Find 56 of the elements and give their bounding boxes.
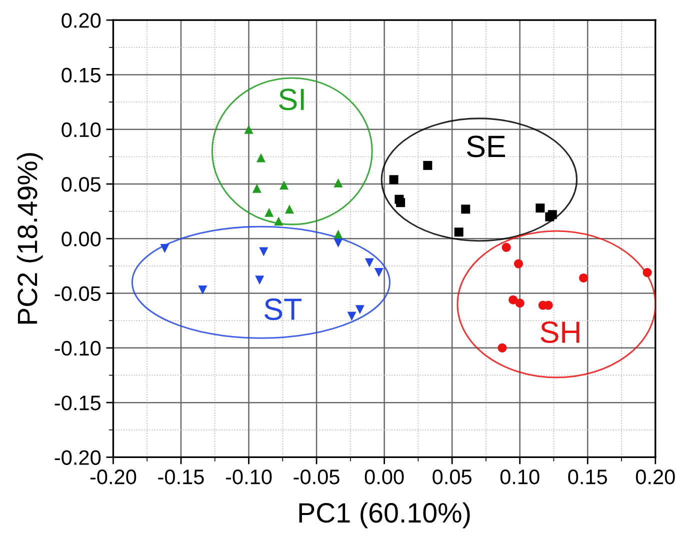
x-tick-label: -0.15 <box>158 470 204 484</box>
point <box>280 180 288 190</box>
point <box>284 204 294 214</box>
point <box>461 204 470 214</box>
point <box>274 216 284 226</box>
point <box>536 204 545 213</box>
series-label: SH <box>540 321 580 344</box>
point <box>389 175 398 184</box>
point <box>579 273 588 282</box>
y-tick-label: 0.05 <box>62 177 101 192</box>
point <box>545 212 554 222</box>
point <box>256 153 266 162</box>
point <box>508 295 518 304</box>
point <box>244 124 254 134</box>
y-tick-label: 0.10 <box>62 122 101 138</box>
y-axis-title: PC2 (18.49%) <box>16 153 43 324</box>
x-tick-label: -0.10 <box>226 470 272 484</box>
point <box>252 184 262 193</box>
point <box>160 244 170 253</box>
x-tick-label: 0.10 <box>500 470 540 484</box>
point <box>374 268 384 278</box>
y-tick-label: -0.15 <box>54 396 101 410</box>
point <box>515 298 524 308</box>
point <box>334 230 343 239</box>
point <box>334 238 343 248</box>
point <box>198 286 208 295</box>
point <box>423 160 432 170</box>
point <box>364 258 374 268</box>
point <box>502 242 511 252</box>
x-tick-label: 0.00 <box>364 470 404 484</box>
x-tick-label: -0.05 <box>294 470 340 484</box>
series-label: ST <box>264 298 302 320</box>
point <box>514 259 523 268</box>
y-tick-label: 0.15 <box>62 68 101 82</box>
x-tick-label: 0.15 <box>568 470 608 484</box>
point <box>396 198 406 208</box>
x-tick-label: 0.20 <box>636 470 675 484</box>
series-label: SI <box>279 88 304 110</box>
y-tick-label: -0.10 <box>54 340 101 356</box>
point <box>498 343 507 352</box>
point <box>642 268 652 278</box>
series-label: SE <box>466 136 506 158</box>
x-axis-title: PC1 (60.10%) <box>299 502 470 528</box>
y-tick-label: 0.20 <box>62 13 101 28</box>
point <box>355 305 364 314</box>
point <box>264 208 274 217</box>
y-tick-label: -0.05 <box>54 286 101 302</box>
point <box>255 276 264 285</box>
y-tick-label: 0.00 <box>62 232 101 246</box>
point <box>347 312 356 321</box>
x-tick-label: -0.20 <box>90 470 136 484</box>
x-tick-label: 0.05 <box>432 470 472 484</box>
point <box>454 228 464 237</box>
point <box>334 178 343 188</box>
y-tick-label: -0.20 <box>54 450 101 465</box>
point <box>259 247 268 256</box>
